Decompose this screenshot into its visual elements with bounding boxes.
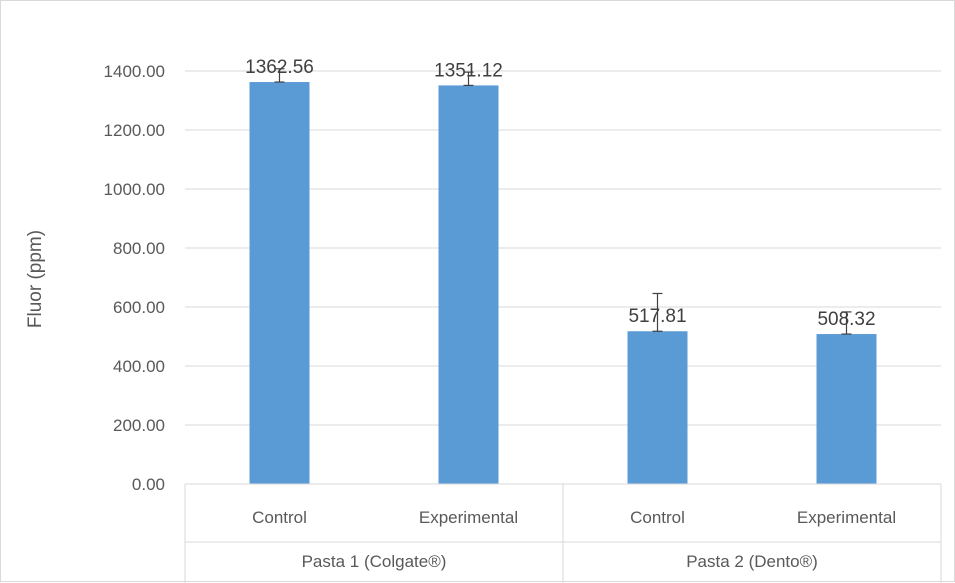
bar: [816, 334, 877, 484]
error-bars: [274, 68, 852, 335]
x-group-label: Pasta 1 (Colgate®): [302, 552, 447, 571]
gridlines: [185, 70, 941, 426]
y-tick-label: 0.00: [132, 475, 165, 494]
y-tick-label: 400.00: [113, 357, 165, 376]
y-tick-label: 200.00: [113, 416, 165, 435]
data-label: 1351.12: [434, 60, 503, 81]
x-tick-label: Control: [252, 508, 307, 527]
bars: [249, 82, 877, 484]
y-tick-label: 1000.00: [104, 180, 165, 199]
bar: [249, 82, 310, 484]
data-label: 1362.56: [245, 57, 314, 78]
x-group-label: Pasta 2 (Dento®): [686, 552, 818, 571]
data-label: 517.81: [628, 306, 686, 327]
y-tick-label: 600.00: [113, 298, 165, 317]
x-axis: Pasta 1 (Colgate®) Control Experimental Pas…: [184, 483, 942, 583]
x-tick-label: Experimental: [797, 508, 896, 527]
data-labels: 1362.56 1351.12 517.81 508.32: [245, 57, 875, 330]
bar: [627, 331, 688, 484]
x-tick-label: Experimental: [419, 508, 518, 527]
y-tick-label: 1200.00: [104, 121, 165, 140]
x-tick-label: Control: [630, 508, 685, 527]
y-axis-ticks: 0.00 200.00 400.00 600.00 800.00 1000.00 1200.…: [104, 62, 165, 494]
bar: [438, 85, 499, 484]
data-label: 508.32: [817, 309, 875, 330]
y-axis-title: Fluor (ppm): [25, 230, 46, 328]
y-tick-label: 800.00: [113, 239, 165, 258]
y-tick-label: 1400.00: [104, 62, 165, 81]
